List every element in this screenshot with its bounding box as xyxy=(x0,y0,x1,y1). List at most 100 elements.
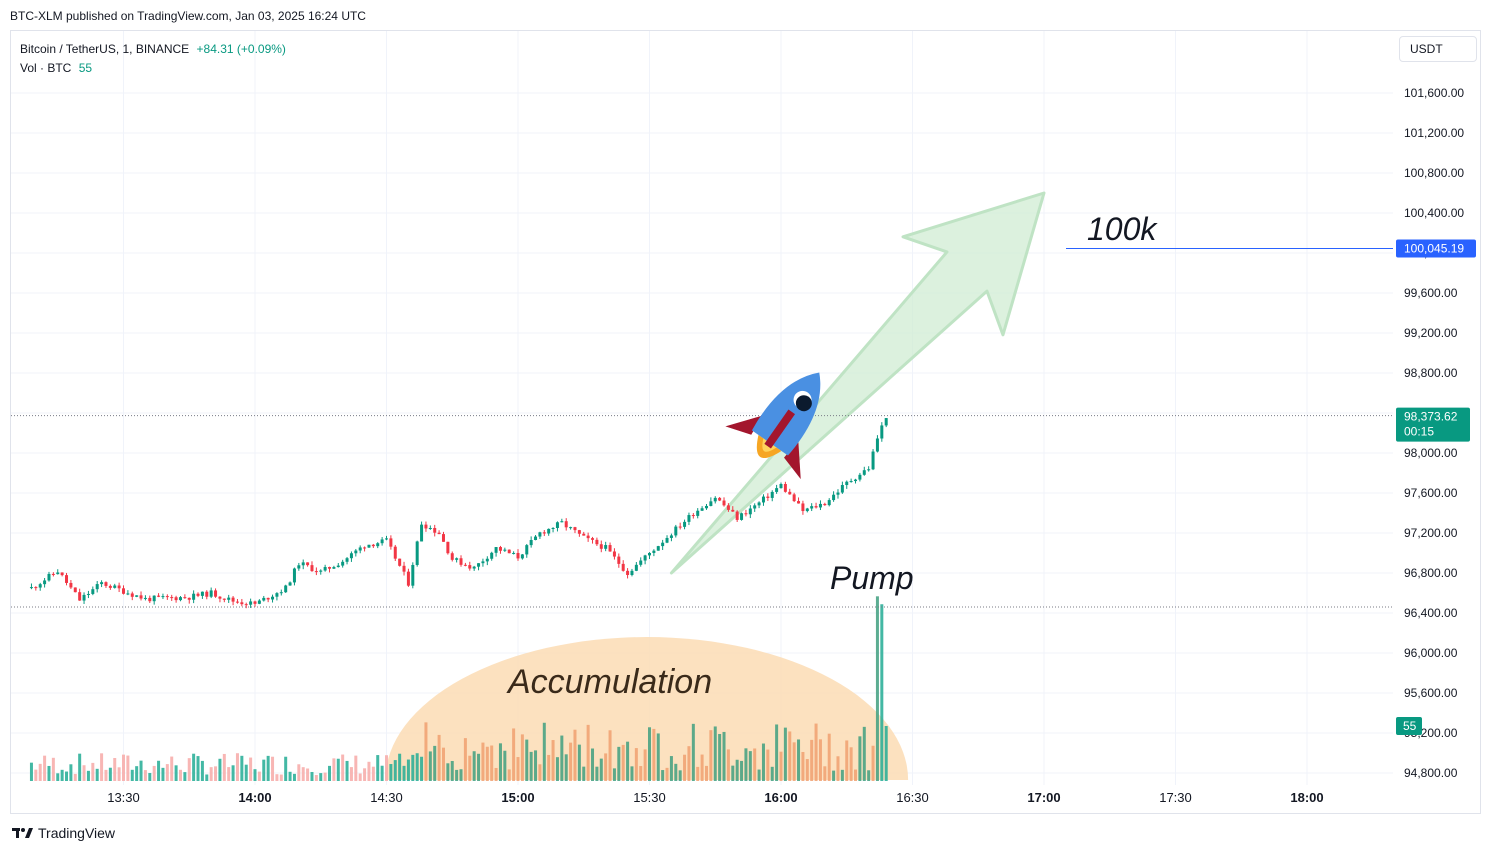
candle-body xyxy=(459,558,463,565)
candle-body xyxy=(455,558,459,560)
volume-bar xyxy=(143,770,147,781)
volume-bar xyxy=(823,766,827,781)
volume-bar xyxy=(349,767,353,781)
y-tick-label: 101,200.00 xyxy=(1404,126,1464,140)
volume-bar xyxy=(314,774,318,781)
volume-bar xyxy=(468,755,472,781)
volume-bar xyxy=(297,764,301,781)
volume-bar xyxy=(288,771,292,781)
tradingview-logo-icon xyxy=(12,828,33,838)
volume-bar xyxy=(569,742,573,781)
volume-bar xyxy=(275,774,279,781)
candle-body xyxy=(880,425,884,439)
candle-body xyxy=(56,572,60,575)
candle-body xyxy=(143,597,147,599)
volume-bar xyxy=(555,757,559,781)
candle-body xyxy=(481,561,485,564)
candle-body xyxy=(336,565,340,568)
volume-bar xyxy=(704,765,708,781)
currency-button[interactable]: USDT xyxy=(1399,36,1477,62)
candle-body xyxy=(380,539,384,544)
volume-label[interactable]: Vol · BTC xyxy=(20,61,72,75)
volume-bar xyxy=(222,753,226,781)
volume-bar xyxy=(801,751,805,781)
candle-body xyxy=(740,513,744,520)
volume-bar xyxy=(726,749,730,781)
candle-body xyxy=(139,595,143,599)
volume-bar xyxy=(770,766,774,781)
x-tick-label: 16:30 xyxy=(896,790,929,805)
candle-body xyxy=(437,532,441,535)
candle-body xyxy=(441,534,445,542)
volume-bar xyxy=(814,723,818,781)
candle-body xyxy=(691,515,695,517)
candle-body xyxy=(687,515,691,522)
candle-body xyxy=(38,584,42,588)
candle-body xyxy=(367,544,371,548)
symbol-name[interactable]: Bitcoin / TetherUS, 1, BINANCE xyxy=(20,42,190,56)
volume-bar xyxy=(240,755,244,781)
volume-bar xyxy=(779,751,783,781)
candle-body xyxy=(683,521,687,527)
candle-body xyxy=(608,545,612,552)
candle-body xyxy=(472,566,476,569)
volume-bar xyxy=(393,760,397,781)
candle-body xyxy=(477,563,481,567)
candle-body xyxy=(411,564,415,586)
volume-bar xyxy=(389,764,393,781)
volume-bar xyxy=(244,764,248,781)
candle-body xyxy=(95,584,99,590)
candle-body xyxy=(332,567,336,569)
volume-bar xyxy=(420,756,424,781)
volume-bar xyxy=(735,759,739,781)
volume-bar xyxy=(542,722,546,781)
volume-bar xyxy=(450,760,454,781)
candle-body xyxy=(69,582,73,588)
candle-body xyxy=(547,528,551,534)
volume-bar xyxy=(459,769,463,781)
candle-body xyxy=(235,601,239,603)
volume-bar xyxy=(700,754,704,781)
candle-body xyxy=(573,527,577,531)
candle-body xyxy=(498,547,502,551)
candle-body xyxy=(823,503,827,506)
candles xyxy=(29,418,888,609)
volume-bar xyxy=(481,742,485,781)
candle-body xyxy=(249,601,253,605)
volume-bar xyxy=(490,745,494,781)
candle-body xyxy=(542,532,546,534)
rocket-icon xyxy=(725,372,821,480)
volume-bar xyxy=(126,755,130,781)
candle-body xyxy=(354,550,358,554)
volume-bar xyxy=(266,755,270,781)
candle-body xyxy=(240,602,244,605)
candle-body xyxy=(34,587,38,589)
volume-bar xyxy=(428,751,432,781)
volume-bar xyxy=(494,767,498,781)
volume-bar xyxy=(100,753,104,781)
last-price-badge xyxy=(1396,407,1470,442)
candle-body xyxy=(634,564,638,571)
candle-body xyxy=(86,593,90,595)
volume-bar xyxy=(152,765,156,781)
candle-body xyxy=(43,580,47,585)
volume-bar xyxy=(503,750,507,781)
volume-bar xyxy=(577,744,581,781)
volume-bar xyxy=(634,748,638,781)
candle-body xyxy=(130,593,134,597)
volume-bar xyxy=(845,740,849,781)
candle-body xyxy=(626,570,630,575)
candle-body xyxy=(266,597,270,600)
volume-bar xyxy=(60,769,64,781)
volume-bar xyxy=(849,747,853,781)
volume-bar xyxy=(380,765,384,781)
candle-body xyxy=(161,596,165,598)
tradingview-footer[interactable]: TradingView xyxy=(12,825,115,841)
volume-bar xyxy=(761,743,765,781)
candle-body xyxy=(871,451,875,470)
volume-bar xyxy=(832,770,836,781)
volume-bar xyxy=(415,753,419,781)
volume-bar xyxy=(687,746,691,781)
candle-body xyxy=(297,565,301,569)
